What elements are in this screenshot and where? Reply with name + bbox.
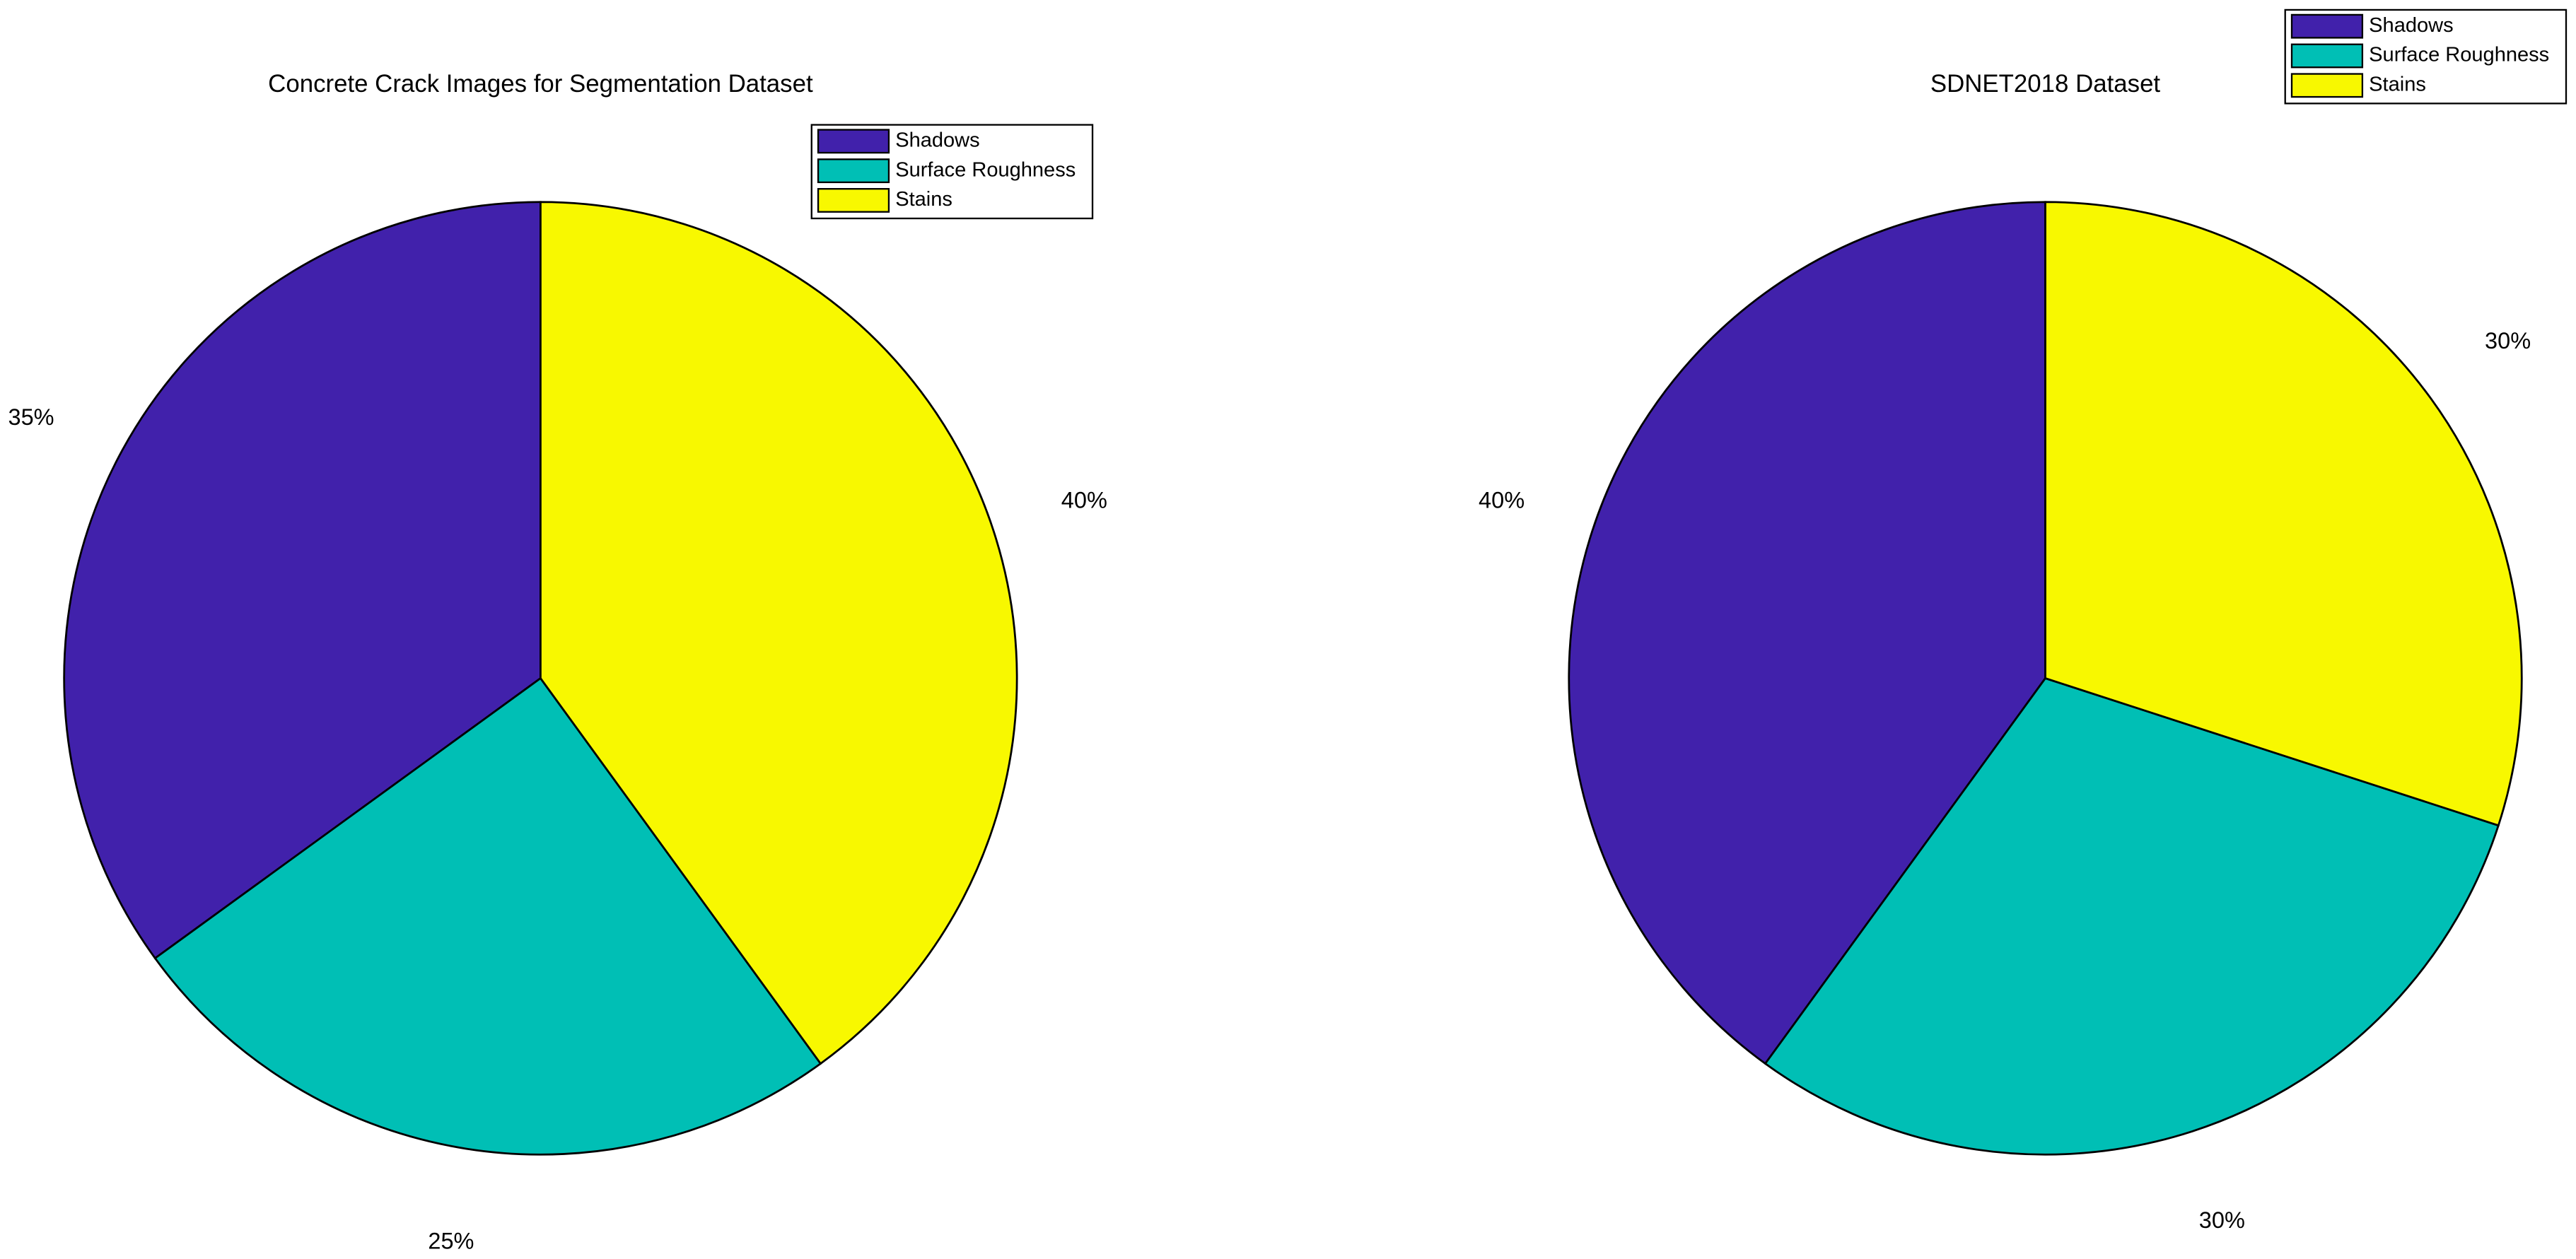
legend-swatch	[2290, 73, 2364, 98]
legend-label: Stains	[895, 188, 952, 211]
pie-slice	[63, 201, 542, 960]
pie-slice	[153, 677, 822, 1156]
pie-slice	[1568, 201, 2046, 1065]
pie-slice	[1764, 677, 2500, 1156]
legend-swatch	[2290, 43, 2364, 69]
pie-chart: Concrete Crack Images for Segmentation D…	[8, 70, 1107, 1254]
legend-label: Surface Roughness	[2369, 44, 2549, 66]
slice-label: 25%	[428, 1229, 474, 1254]
legend-label: Stains	[2369, 73, 2426, 95]
legend-swatch	[817, 129, 890, 154]
pie-chart: SDNET2018 Dataset 40% 30% 30% Shadows Surface…	[1479, 8, 2568, 1233]
chart-title: Concrete Crack Images for Segmentation D…	[268, 70, 813, 98]
slice-label: 30%	[2485, 328, 2531, 353]
slice-label: 30%	[2199, 1207, 2245, 1233]
legend-label: Surface Roughness	[895, 158, 1076, 181]
legend-swatch	[817, 158, 890, 184]
pie-slice	[540, 201, 1018, 1065]
slice-label: 40%	[1479, 487, 1525, 513]
legend-label: Shadows	[2369, 14, 2453, 37]
chart-title: SDNET2018 Dataset	[1930, 70, 2161, 98]
legend-swatch	[2290, 13, 2364, 39]
pie-slice	[2044, 201, 2523, 827]
slice-label: 35%	[8, 404, 54, 430]
legend-label: Shadows	[895, 129, 979, 151]
legend-swatch	[817, 188, 890, 213]
slice-label: 40%	[1061, 487, 1107, 513]
